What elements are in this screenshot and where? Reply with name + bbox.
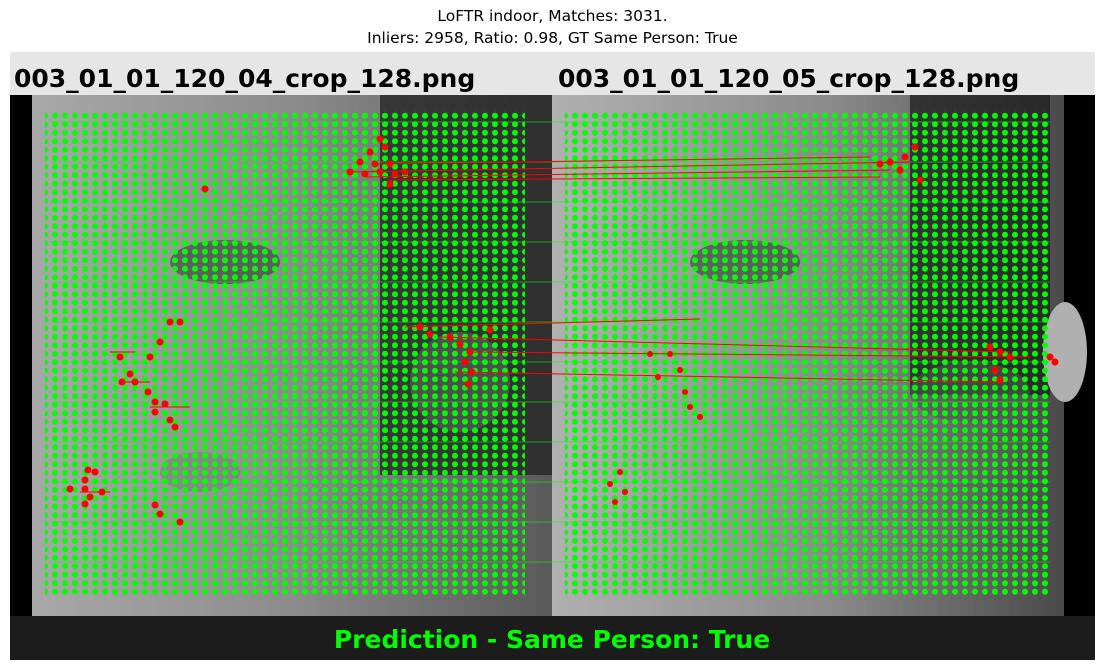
filename-header-bar <box>10 52 1095 95</box>
outlier-match-lines <box>80 156 1031 493</box>
right-image-filename: 003_01_01_120_05_crop_128.png <box>558 64 1019 93</box>
prediction-footer-bar <box>10 616 1095 660</box>
left-image-filename: 003_01_01_120_04_crop_128.png <box>14 64 475 93</box>
prediction-label: Prediction - Same Person: True <box>334 625 770 654</box>
match-visualization: 003_01_01_120_04_crop_128.png 003_01_01_… <box>10 52 1095 660</box>
figure-title-line-2: Inliers: 2958, Ratio: 0.98, GT Same Pers… <box>367 29 738 47</box>
outlier-keypoints <box>66 135 1059 526</box>
figure-title-line-1: LoFTR indoor, Matches: 3031. <box>437 7 668 25</box>
left-keypoint-grid <box>45 110 525 596</box>
right-keypoint-grid <box>565 110 1050 596</box>
